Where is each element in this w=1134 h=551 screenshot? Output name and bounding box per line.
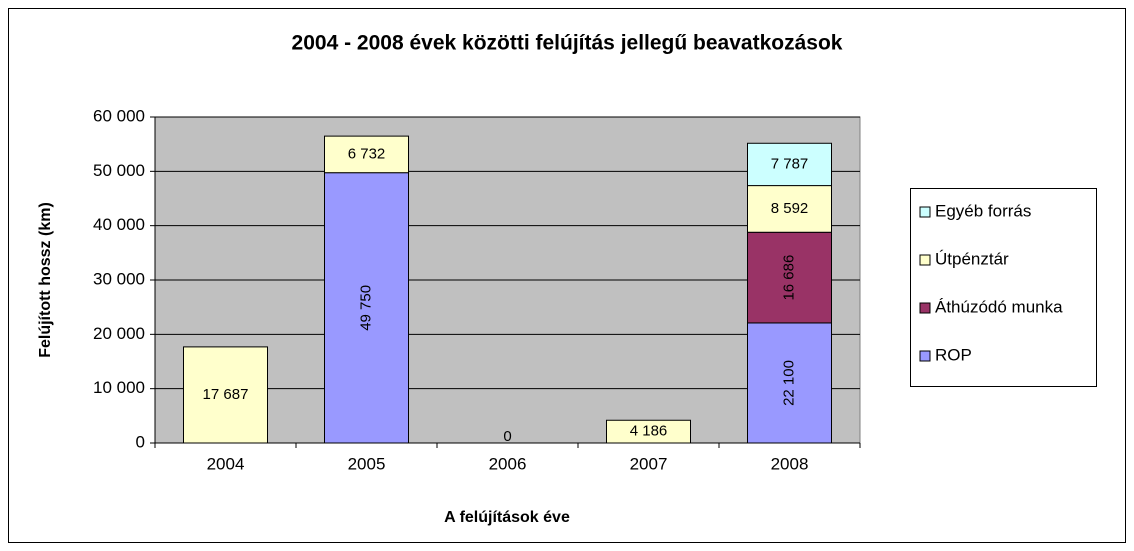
bar-segment [324,135,409,174]
data-label: 6 732 [348,145,386,162]
bar-segment [747,231,832,324]
chart-title: 2004 - 2008 évek közötti felújítás jelle… [292,32,843,55]
y-tick-label: 50 000 [93,161,145,180]
legend-label: Áthúzódó munka [935,297,1063,316]
x-axis-title: A felújítások éve [444,509,570,526]
data-label: 7 787 [771,155,809,172]
legend-label: ROP [935,345,972,364]
x-tick-label: 2007 [630,454,668,473]
legend-swatch [919,206,931,218]
data-label: 49 750 [357,285,374,331]
y-tick-label: 10 000 [93,378,145,397]
y-axis-title: Felújított hossz (km) [37,202,54,358]
bar-segment [606,419,691,444]
legend-swatch [919,302,931,314]
data-label: 0 [503,428,511,445]
x-tick-label: 2006 [489,454,527,473]
data-label: 8 592 [771,200,809,217]
legend-swatch [919,254,931,266]
y-tick-label: 20 000 [93,324,145,343]
bar-segment [747,322,832,444]
legend-label: Egyéb forrás [935,201,1031,220]
bar-segment [747,185,832,233]
y-tick-label: 0 [136,432,145,451]
y-tick-label: 30 000 [93,269,145,288]
legend [910,188,1097,387]
data-label: 22 100 [780,360,797,406]
bar-segment [324,172,409,444]
legend-label: Útpénztár [935,249,1009,268]
bar-segment [183,346,268,444]
bar-segment [747,142,832,187]
x-tick-label: 2008 [771,454,809,473]
data-label: 16 686 [780,255,797,301]
data-label: 17 687 [203,386,249,403]
x-tick-label: 2004 [207,454,245,473]
x-tick-label: 2005 [348,454,386,473]
data-label: 4 186 [630,423,668,440]
legend-swatch [919,350,931,362]
y-tick-label: 60 000 [93,106,145,125]
y-tick-label: 40 000 [93,215,145,234]
